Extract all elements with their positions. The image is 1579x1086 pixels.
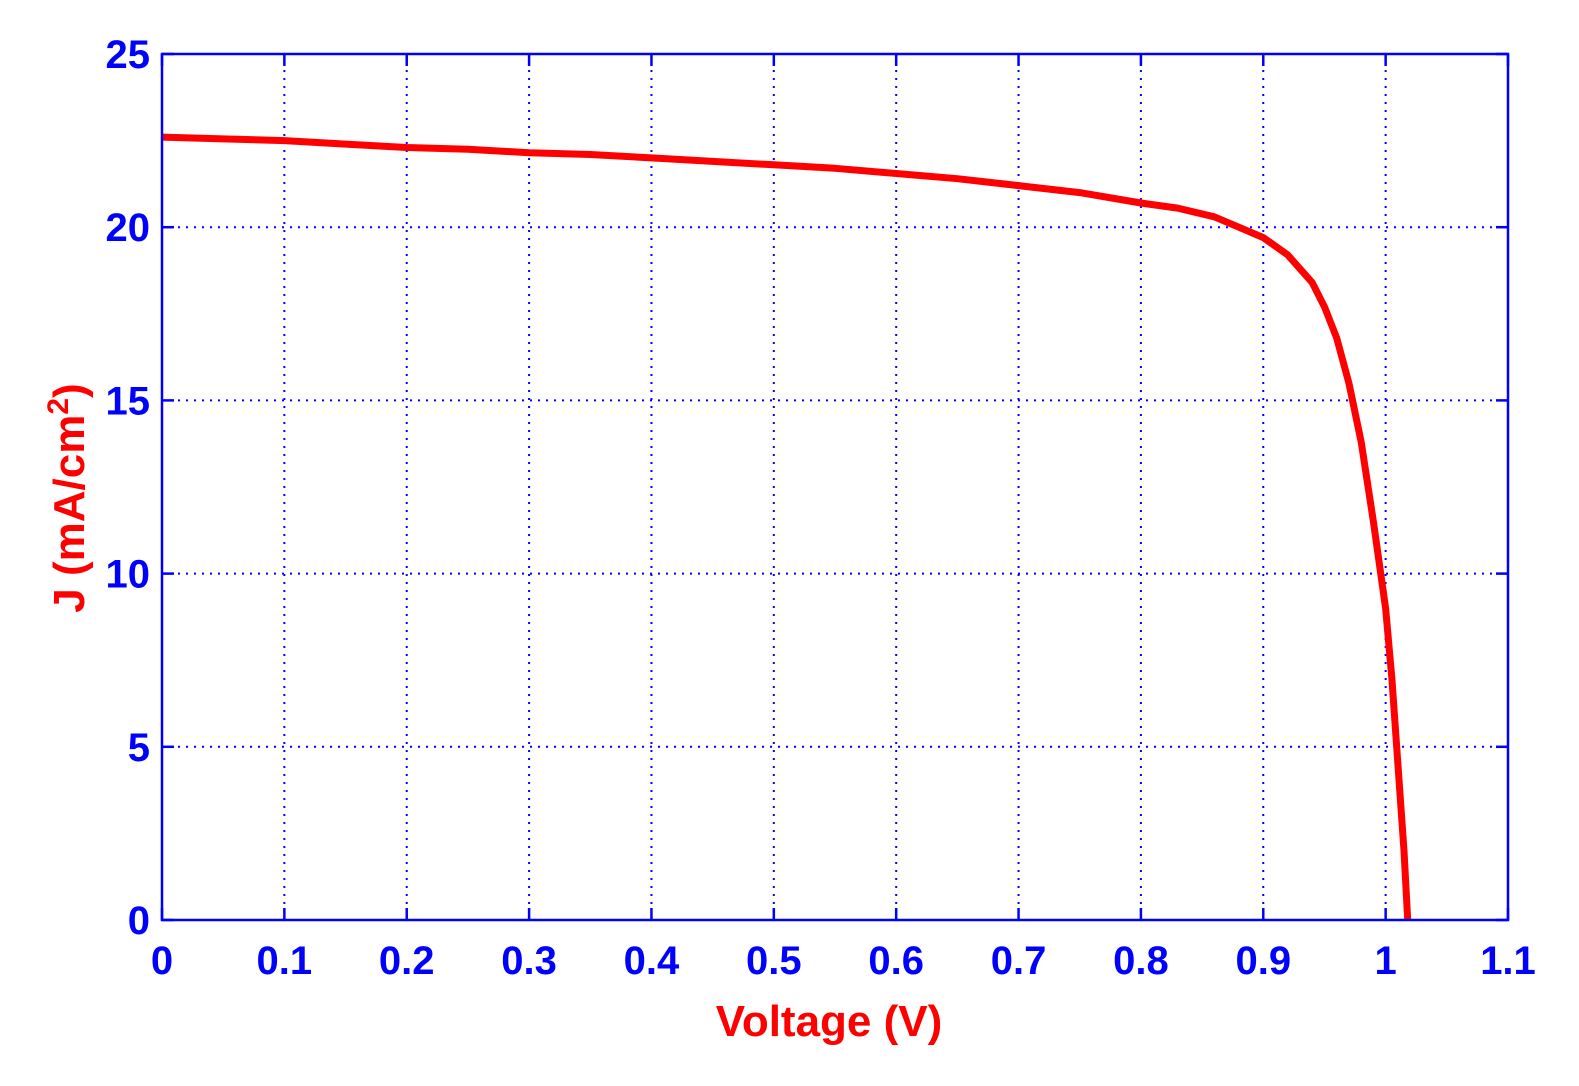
series-layer bbox=[161, 133, 1412, 921]
x-tick-label: 0 bbox=[151, 939, 173, 983]
x-axis-title: Voltage (V) bbox=[716, 997, 943, 1046]
x-tick-label: 1 bbox=[1375, 939, 1397, 983]
y-axis-title-main: J (mA/cm bbox=[45, 415, 94, 613]
x-tick-label: 0.4 bbox=[624, 939, 680, 983]
y-tick-label: 10 bbox=[106, 553, 151, 597]
y-axis-title-superscript: 2 bbox=[42, 398, 75, 415]
y-tick-labels: 0 5 10 15 20 25 bbox=[106, 33, 151, 943]
x-tick-label: 0.9 bbox=[1235, 939, 1291, 983]
plot-frame bbox=[160, 52, 1510, 922]
axis-ticks bbox=[160, 52, 1510, 922]
x-tick-label: 0.2 bbox=[379, 939, 435, 983]
x-tick-label: 1.1 bbox=[1480, 939, 1536, 983]
y-axis-title-close: ) bbox=[45, 383, 94, 398]
y-tick-label: 20 bbox=[106, 206, 151, 250]
x-tick-label: 0.5 bbox=[746, 939, 802, 983]
y-axis-title: J (mA/cm2) bbox=[42, 383, 95, 612]
y-tick-label: 0 bbox=[128, 899, 150, 943]
grid-lines bbox=[162, 54, 1508, 920]
y-tick-label: 5 bbox=[128, 726, 150, 770]
jv-curve-line bbox=[161, 133, 1412, 921]
x-tick-labels: 0 0.1 0.2 0.3 0.4 0.5 0.6 0.7 0.8 0.9 1 1.1 bbox=[151, 939, 1536, 983]
x-tick-label: 0.6 bbox=[868, 939, 924, 983]
y-tick-label: 15 bbox=[106, 379, 151, 423]
x-tick-label: 0.8 bbox=[1113, 939, 1169, 983]
y-tick-label: 25 bbox=[106, 33, 151, 77]
x-tick-label: 0.3 bbox=[501, 939, 557, 983]
x-tick-label: 0.7 bbox=[991, 939, 1047, 983]
x-tick-label: 0.1 bbox=[257, 939, 313, 983]
